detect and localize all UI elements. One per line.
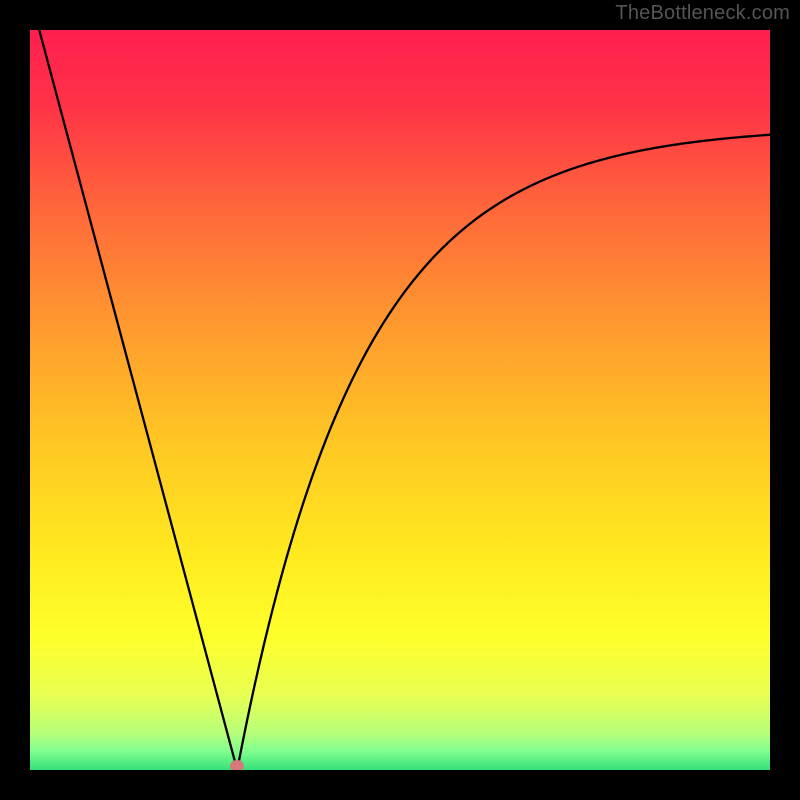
bottleneck-curve <box>39 30 770 770</box>
optimal-point-marker <box>230 760 244 770</box>
watermark-text: TheBottleneck.com <box>615 2 790 25</box>
curve-svg <box>30 30 770 770</box>
plot-area <box>30 30 770 770</box>
